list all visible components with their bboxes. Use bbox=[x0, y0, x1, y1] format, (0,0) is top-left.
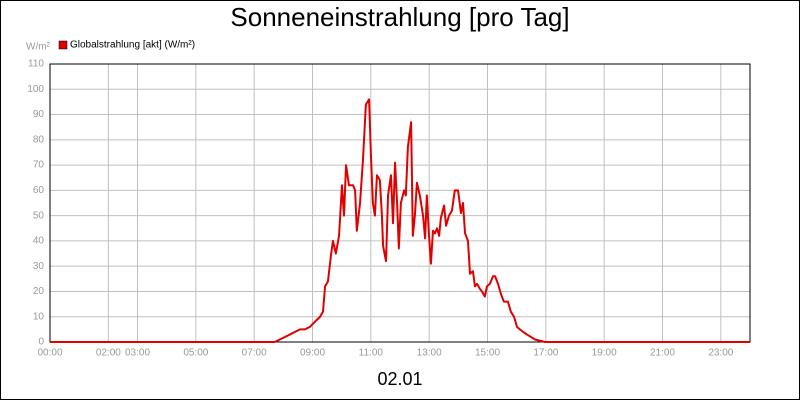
y-tick-label: 40 bbox=[33, 236, 45, 247]
chart-title: Sonneneinstrahlung [pro Tag] bbox=[230, 2, 569, 32]
x-tick-label: 21:00 bbox=[650, 348, 675, 359]
x-label: 02.01 bbox=[377, 369, 422, 389]
legend-label: Globalstrahlung [akt] (W/m²) bbox=[70, 40, 195, 51]
x-tick-label: 23:00 bbox=[708, 348, 733, 359]
x-tick-label: 19:00 bbox=[592, 348, 617, 359]
legend-swatch bbox=[58, 40, 68, 50]
x-tick-label: 13:00 bbox=[417, 348, 442, 359]
y-tick-label: 20 bbox=[33, 286, 45, 297]
x-tick-label: 02:00 bbox=[96, 348, 121, 359]
y-tick-label: 110 bbox=[28, 59, 44, 70]
x-tick-label: 03:00 bbox=[125, 348, 150, 359]
y-tick-label: 100 bbox=[27, 84, 44, 95]
y-tick-label: 50 bbox=[33, 210, 45, 221]
x-tick-label: 05:00 bbox=[183, 348, 208, 359]
y-tick-label: 30 bbox=[33, 261, 45, 272]
y-tick-label: 10 bbox=[33, 311, 45, 322]
x-tick-label: 11:00 bbox=[359, 348, 384, 359]
data-line bbox=[50, 98, 750, 343]
x-tick-label: 00:00 bbox=[37, 348, 62, 359]
y-tick-label: 70 bbox=[33, 160, 45, 171]
y-tick-label: 90 bbox=[33, 109, 45, 120]
x-tick-label: 17:00 bbox=[533, 348, 558, 359]
plot-border bbox=[49, 63, 751, 343]
y-unit: W/m² bbox=[26, 42, 51, 53]
y-tick-label: 60 bbox=[33, 185, 45, 196]
y-tick-label: 0 bbox=[38, 337, 44, 348]
y-tick-label: 80 bbox=[33, 134, 45, 145]
x-tick-label: 07:00 bbox=[242, 348, 267, 359]
x-tick-label: 09:00 bbox=[300, 348, 325, 359]
x-tick-label: 15:00 bbox=[475, 348, 500, 359]
